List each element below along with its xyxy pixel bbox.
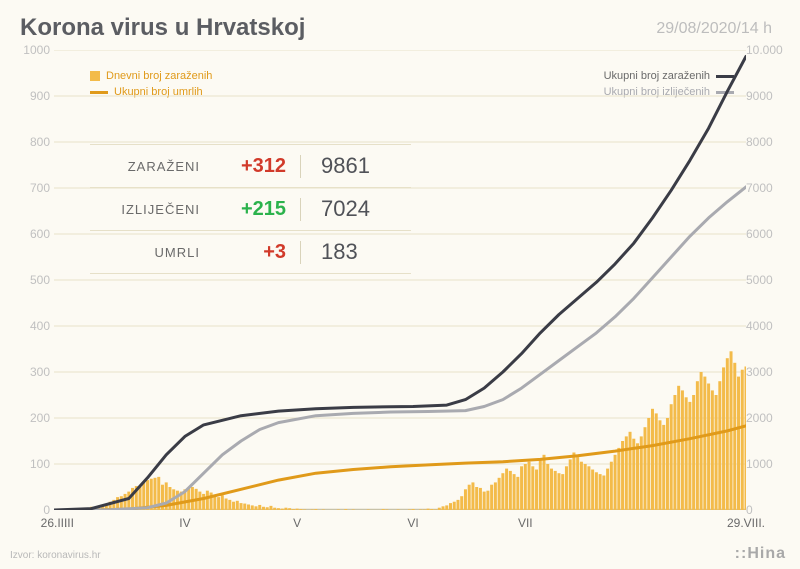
y-left-tick: 600 (18, 227, 50, 241)
y-right-tick: 3000 (746, 365, 786, 379)
y-left-tick: 300 (18, 365, 50, 379)
y-right-tick: 4000 (746, 319, 786, 333)
y-left-tick: 100 (18, 457, 50, 471)
plot-area (54, 50, 746, 510)
source-text: Izvor: koronavirus.hr (10, 550, 101, 561)
y-right-tick: 7000 (746, 181, 786, 195)
x-tick: 29.VIII. (727, 516, 765, 530)
y-left-tick: 900 (18, 89, 50, 103)
y-right-tick: 8000 (746, 135, 786, 149)
x-tick: VII (518, 516, 533, 530)
chart-title: Korona virus u Hrvatskoj (20, 14, 305, 42)
y-left-tick: 500 (18, 273, 50, 287)
y-right-tick: 6000 (746, 227, 786, 241)
y-right-tick: 9000 (746, 89, 786, 103)
y-left-tick: 200 (18, 411, 50, 425)
y-right-tick: 1000 (746, 457, 786, 471)
y-right-tick: 0 (746, 503, 786, 517)
y-right-tick: 10.000 (746, 43, 786, 57)
y-right-tick: 2000 (746, 411, 786, 425)
brand-logo: ::Hina (735, 545, 786, 563)
x-tick: VI (407, 516, 418, 530)
y-left-tick: 800 (18, 135, 50, 149)
y-left-tick: 400 (18, 319, 50, 333)
y-left-tick: 0 (18, 503, 50, 517)
y-right-tick: 5000 (746, 273, 786, 287)
y-left-tick: 700 (18, 181, 50, 195)
x-tick: IV (179, 516, 190, 530)
x-tick: III (64, 516, 74, 530)
chart-frame: Korona virus u Hrvatskoj 29/08/2020/14 h… (0, 0, 800, 569)
y-left-tick: 1000 (18, 43, 50, 57)
date-stamp: 29/08/2020/14 h (656, 20, 772, 38)
x-tick: V (293, 516, 301, 530)
